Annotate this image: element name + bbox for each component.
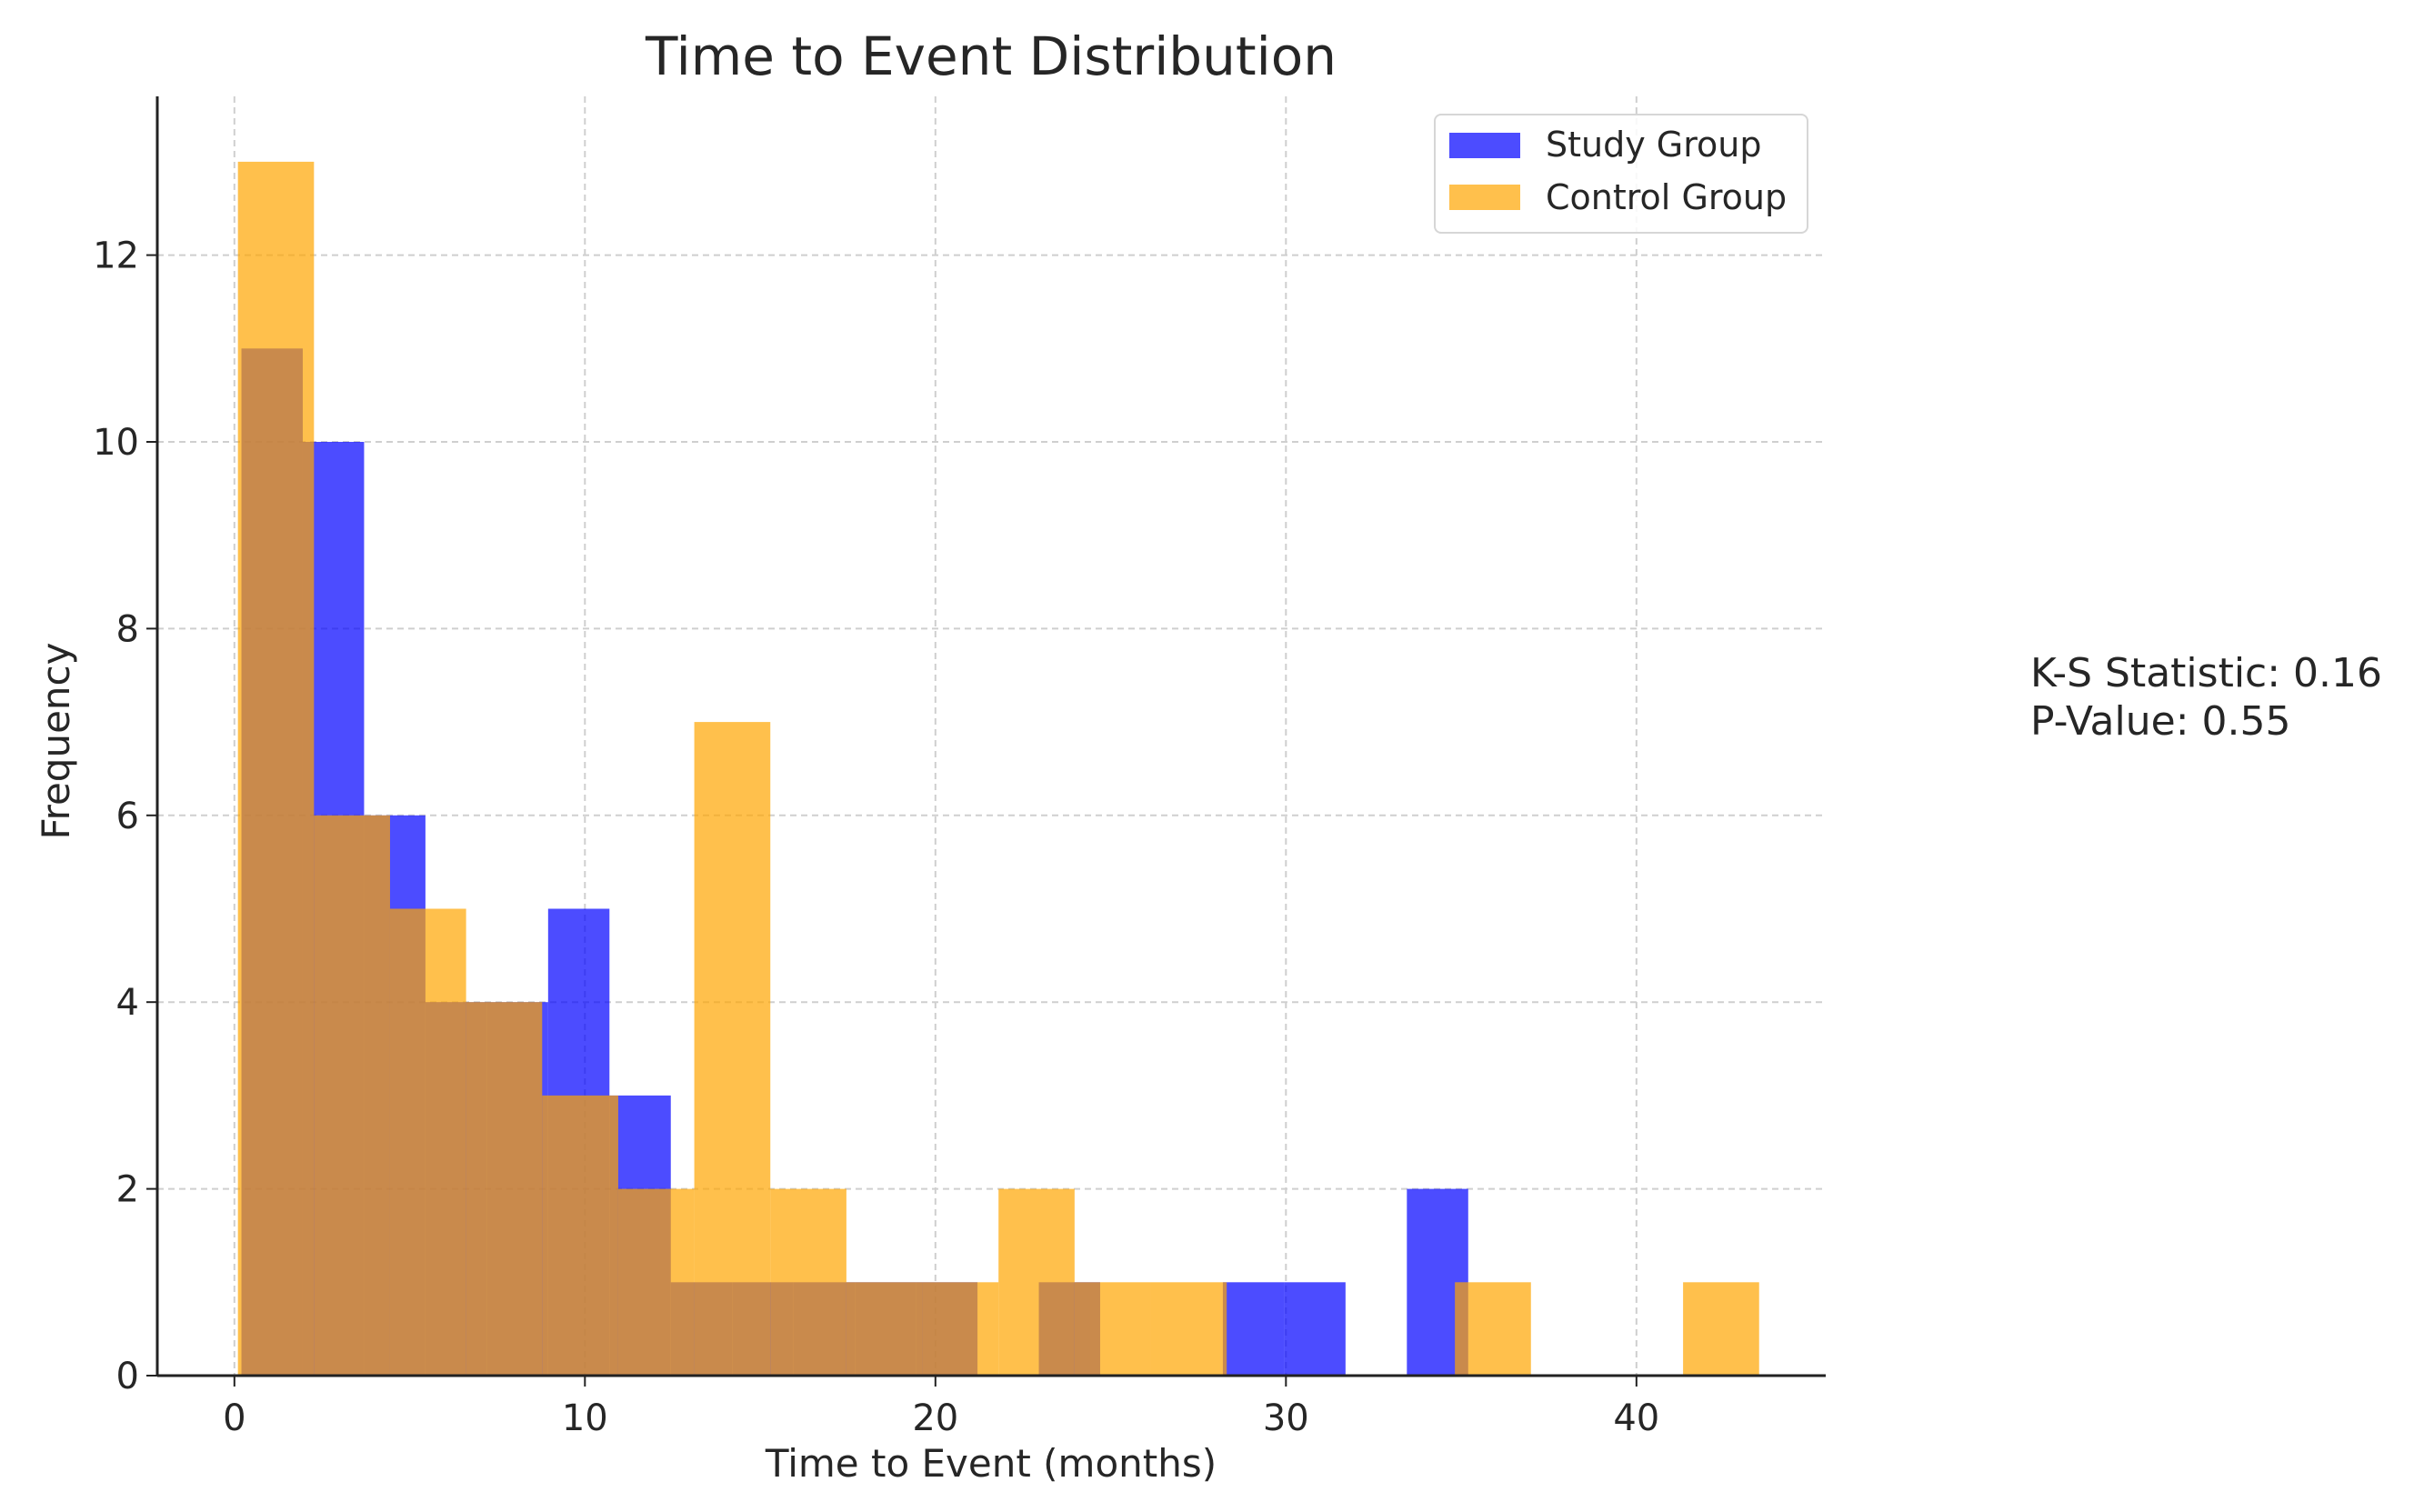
series-1-bar-16 — [1455, 1282, 1531, 1376]
legend: Study Group Control Group — [1434, 114, 1808, 234]
series-1-bar-5 — [617, 1188, 695, 1376]
x-tick-label-1: 10 — [562, 1397, 608, 1439]
ks-statistic-text: K-S Statistic: 0.16 — [2030, 650, 2382, 696]
y-tick-label-3: 6 — [116, 796, 139, 837]
chart-title: Time to Event Distribution — [645, 25, 1337, 87]
series-1-bar-1 — [314, 815, 390, 1376]
histogram-bars — [237, 161, 1759, 1377]
series-1-bar-0 — [237, 161, 315, 1377]
series-1-bar-4 — [542, 1095, 618, 1376]
legend-label-control: Control Group — [1546, 177, 1787, 217]
series-1-bar-11 — [1074, 1282, 1151, 1376]
x-tick-label-4: 40 — [1613, 1397, 1659, 1439]
series-1-bar-7 — [770, 1188, 846, 1376]
series-0-bar-17 — [1284, 1282, 1346, 1376]
series-1-bar-2 — [389, 908, 466, 1376]
series-0-bar-16 — [1222, 1282, 1285, 1376]
axes — [155, 96, 1826, 1377]
legend-frame — [1434, 114, 1808, 234]
stats-annotation: K-S Statistic: 0.16 P-Value: 0.55 — [2030, 650, 2382, 745]
tick-labels: 0 10 20 30 40 0 2 4 6 8 10 12 — [93, 235, 1659, 1439]
y-tick-label-0: 0 — [116, 1356, 139, 1397]
p-value-text: P-Value: 0.55 — [2030, 698, 2290, 745]
legend-label-study: Study Group — [1546, 125, 1761, 165]
series-1-bar-12 — [1150, 1282, 1227, 1376]
series-1-bar-3 — [466, 1002, 543, 1376]
y-axis-title: Frequency — [34, 643, 78, 840]
series-1-bar-19 — [1683, 1282, 1759, 1376]
x-tick-label-2: 20 — [912, 1397, 958, 1439]
y-tick-label-4: 8 — [116, 608, 139, 650]
x-tick-label-0: 0 — [223, 1397, 245, 1439]
y-tick-label-1: 2 — [116, 1169, 139, 1211]
x-axis-title: Time to Event (months) — [765, 1441, 1217, 1486]
series-1-bar-9 — [922, 1282, 999, 1376]
y-tick-label-6: 12 — [93, 235, 139, 277]
series-1-bars — [237, 161, 1759, 1377]
legend-swatch-study — [1449, 133, 1520, 158]
legend-swatch-control — [1449, 185, 1520, 210]
y-tick-label-2: 4 — [116, 982, 139, 1024]
y-tick-label-5: 10 — [93, 422, 139, 464]
x-tick-label-3: 30 — [1263, 1397, 1309, 1439]
series-1-bar-6 — [694, 722, 771, 1376]
series-1-bar-8 — [846, 1282, 923, 1376]
series-1-bar-10 — [998, 1188, 1075, 1376]
